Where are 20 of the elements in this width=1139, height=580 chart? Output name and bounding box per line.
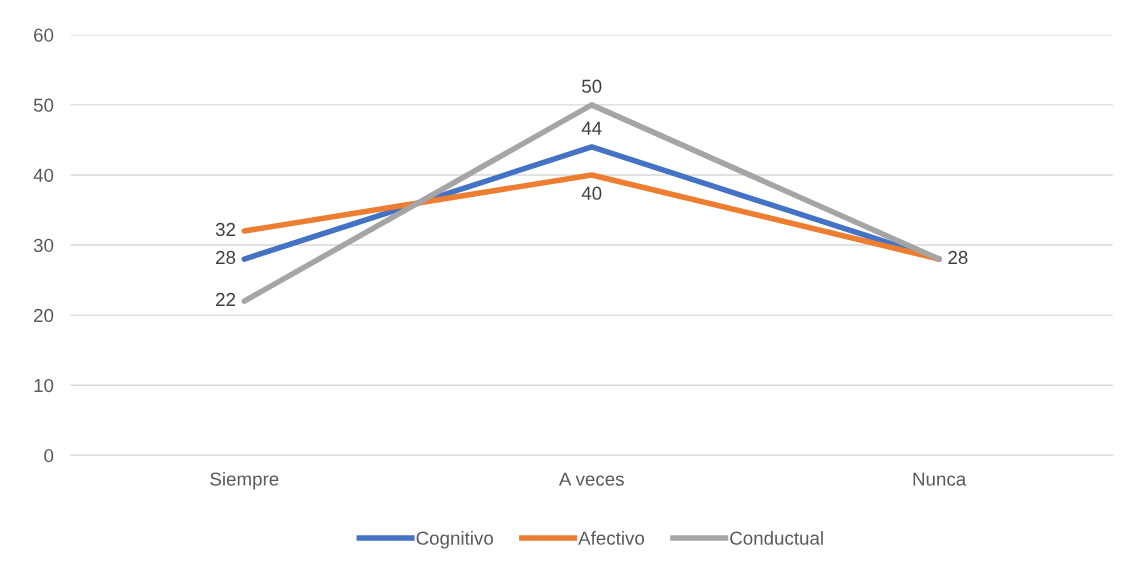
legend-label: Conductual: [730, 531, 823, 545]
x-tick-label: Siempre: [210, 471, 279, 490]
data-label: 28: [216, 250, 236, 265]
data-label: 32: [215, 222, 236, 237]
y-tick-label: 60: [34, 28, 54, 42]
y-tick-label: 0: [44, 449, 54, 463]
data-label: 22: [216, 292, 236, 306]
y-tick-label: 30: [33, 238, 54, 253]
y-tick-label: 10: [34, 378, 54, 393]
data-label: 40: [581, 186, 602, 200]
y-tick-label: 40: [33, 168, 54, 182]
data-label: 28: [948, 250, 968, 265]
legend-label: Cognitivo: [416, 531, 493, 549]
y-tick-label: 50: [33, 98, 54, 112]
x-tick-label: A veces: [558, 472, 624, 486]
data-label: 50: [582, 79, 602, 93]
y-tick-label: 20: [34, 308, 54, 323]
x-tick-label: Nunca: [913, 472, 967, 486]
legend-label: Afectivo: [578, 531, 645, 545]
data-label: 44: [581, 121, 602, 135]
